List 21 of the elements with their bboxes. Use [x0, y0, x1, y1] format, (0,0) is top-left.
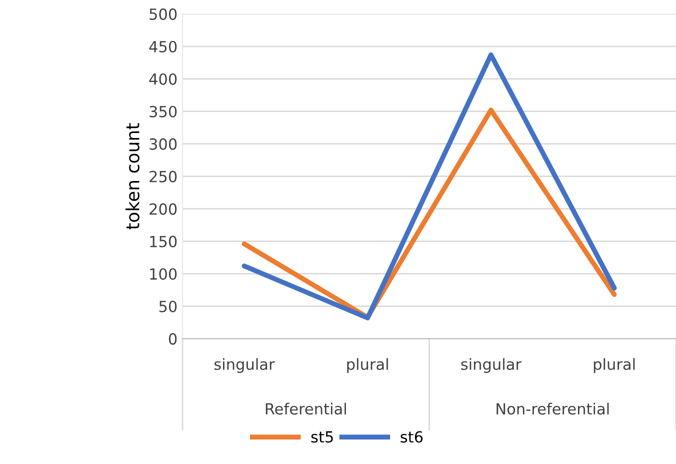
y-tick-label: 0: [168, 333, 177, 345]
y-tick-label: 350: [150, 106, 177, 118]
y-tick-label: 200: [150, 203, 177, 215]
x-tick-label: singular: [214, 358, 275, 373]
y-axis-title: token count: [125, 123, 140, 230]
y-tick-label: 400: [149, 73, 177, 85]
y-tick-label: 300: [150, 138, 177, 150]
x-tick-label: singular: [461, 358, 522, 373]
legend-label: st5: [311, 431, 333, 443]
text: Non-referential: [496, 402, 609, 415]
x-tick-label: plural: [347, 358, 388, 373]
x-tick-label: plural: [594, 358, 635, 373]
text: Referential: [266, 402, 346, 415]
y-tick-label: 150: [150, 236, 177, 248]
y-tick-label: 50: [159, 300, 177, 312]
line-series: [242, 52, 617, 320]
legend-label: st6: [400, 431, 423, 443]
y-tick-label: 500: [150, 8, 177, 20]
y-tick-label: 250: [150, 170, 177, 182]
y-tick-label: 450: [149, 40, 177, 52]
y-tick-label: 100: [150, 268, 177, 280]
